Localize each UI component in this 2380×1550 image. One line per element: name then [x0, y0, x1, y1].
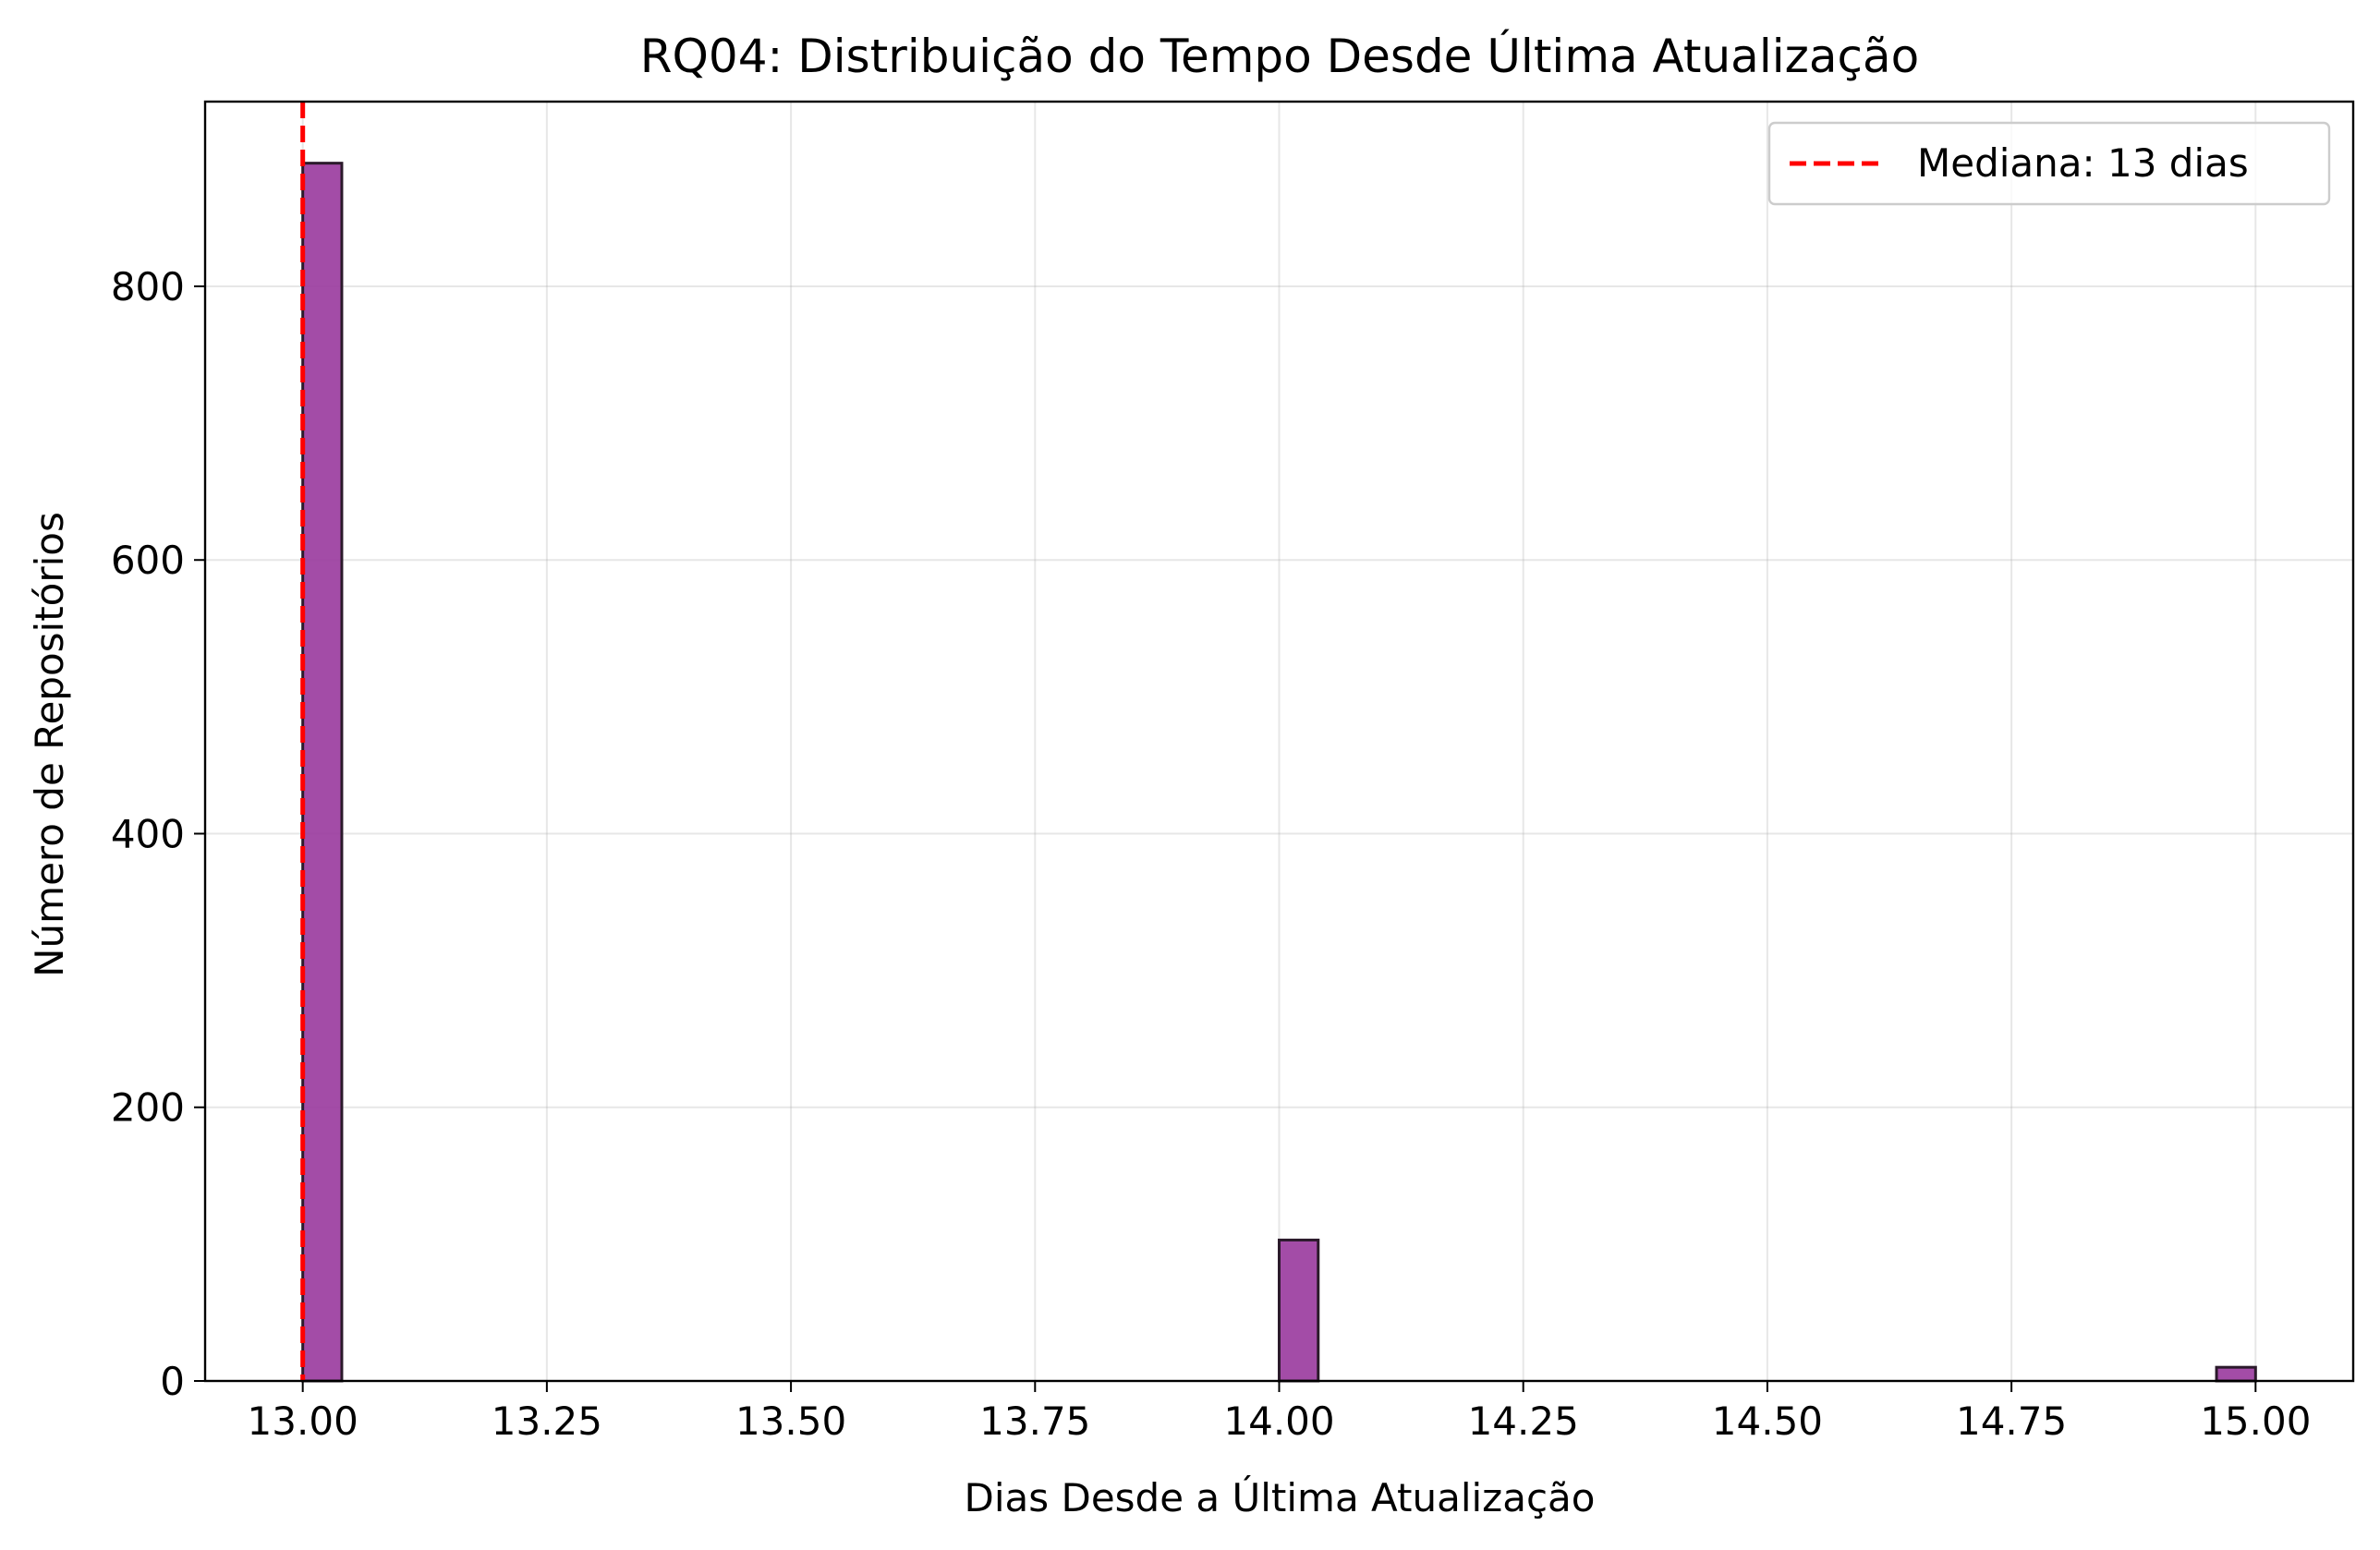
- y-tick-label: 800: [111, 264, 185, 309]
- legend-box: [1767, 121, 2331, 206]
- x-tick-label: 13.25: [492, 1399, 602, 1444]
- chart-title: RQ04: Distribuição do Tempo Desde Última…: [640, 29, 1919, 83]
- x-tick-label: 13.50: [735, 1399, 846, 1444]
- legend-median-label: Mediana: 13 dias: [1917, 140, 2249, 186]
- histogram-bar: [1278, 1238, 1320, 1383]
- x-tick-label: 13.00: [248, 1399, 358, 1444]
- y-axis-label: Número de Repositórios: [27, 512, 72, 977]
- histogram-bar: [2215, 1365, 2257, 1383]
- x-tick-label: 15.00: [2200, 1399, 2311, 1444]
- y-tick-label: 400: [111, 811, 185, 856]
- histogram-bar: [301, 162, 344, 1383]
- y-tick-label: 0: [160, 1359, 185, 1404]
- x-tick-label: 14.00: [1223, 1399, 1334, 1444]
- x-tick-label: 13.75: [979, 1399, 1090, 1444]
- x-tick-label: 14.75: [1956, 1399, 2067, 1444]
- x-tick-label: 14.50: [1712, 1399, 1823, 1444]
- x-axis-label: Dias Desde a Última Atualização: [965, 1474, 1596, 1520]
- x-tick-label: 14.25: [1468, 1399, 1579, 1444]
- y-axis-ticks: 0 200 400 600 800: [111, 264, 205, 1404]
- y-tick-label: 200: [111, 1085, 185, 1131]
- legend: Mediana: 13 dias: [1767, 121, 2331, 206]
- y-tick-label: 600: [111, 538, 185, 583]
- x-axis-ticks: 13.00 13.25 13.50 13.75 14.00 14.25 14.50 14.75…: [248, 1381, 2311, 1444]
